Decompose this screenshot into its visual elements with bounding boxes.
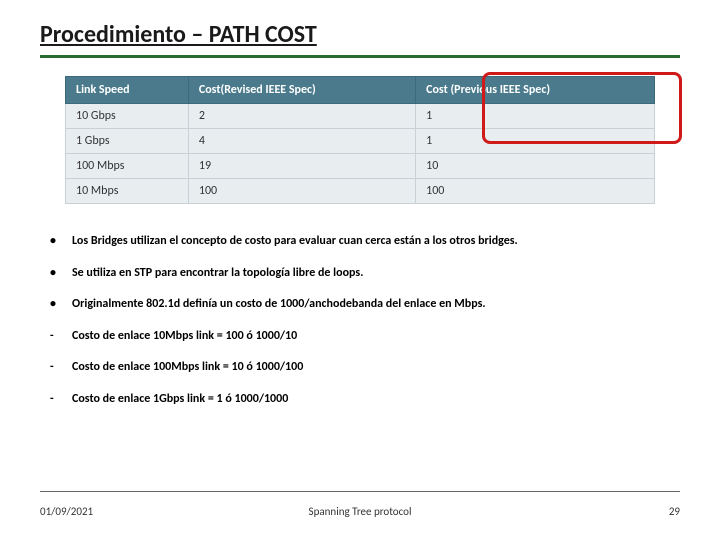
col-header-link-speed: Link Speed (66, 77, 189, 104)
table-row: 100 Mbps 19 10 (66, 154, 655, 179)
list-item: •Se utiliza en STP para encontrar la top… (50, 266, 670, 282)
bullet-text: Costo de enlace 100Mbps link = 10 ó 1000… (72, 360, 303, 376)
cell: 4 (188, 129, 415, 154)
slide-footer: 01/09/2021 Spanning Tree protocol 29 (40, 505, 680, 518)
bullet-text: Costo de enlace 10Mbps link = 100 ó 1000… (72, 329, 297, 345)
list-item: •Originalmente 802.1d definía un costo d… (50, 297, 670, 313)
list-item: •Los Bridges utilizan el concepto de cos… (50, 234, 670, 250)
bullet-marker: • (50, 234, 72, 250)
bullet-text: Costo de enlace 1Gbps link = 1 ó 1000/10… (72, 392, 288, 408)
cell: 100 (188, 179, 415, 204)
list-item: -Costo de enlace 100Mbps link = 10 ó 100… (50, 360, 670, 376)
cell: 10 (416, 154, 655, 179)
bullet-text: Se utiliza en STP para encontrar la topo… (72, 266, 363, 282)
cost-table: Link Speed Cost(Revised IEEE Spec) Cost … (65, 76, 655, 204)
slide-title: Procedimiento – PATH COST (40, 20, 680, 49)
cell: 1 Gbps (66, 129, 189, 154)
dash-marker: - (50, 392, 72, 408)
bullet-marker: • (50, 266, 72, 282)
cost-table-container: Link Speed Cost(Revised IEEE Spec) Cost … (40, 76, 680, 204)
title-underline (40, 55, 680, 58)
table-row: 10 Gbps 2 1 (66, 104, 655, 129)
cell: 100 (416, 179, 655, 204)
cell: 10 Mbps (66, 179, 189, 204)
cell: 1 (416, 129, 655, 154)
cell: 19 (188, 154, 415, 179)
bullet-text: Los Bridges utilizan el concepto de cost… (72, 234, 518, 250)
col-header-revised: Cost(Revised IEEE Spec) (188, 77, 415, 104)
bullet-list: •Los Bridges utilizan el concepto de cos… (40, 234, 680, 408)
cell: 2 (188, 104, 415, 129)
cell: 1 (416, 104, 655, 129)
cell: 100 Mbps (66, 154, 189, 179)
dash-marker: - (50, 360, 72, 376)
footer-title: Spanning Tree protocol (40, 505, 680, 518)
bullet-text: Originalmente 802.1d definía un costo de… (72, 297, 486, 313)
dash-marker: - (50, 329, 72, 345)
table-row: 1 Gbps 4 1 (66, 129, 655, 154)
list-item: -Costo de enlace 10Mbps link = 100 ó 100… (50, 329, 670, 345)
list-item: -Costo de enlace 1Gbps link = 1 ó 1000/1… (50, 392, 670, 408)
cell: 10 Gbps (66, 104, 189, 129)
bullet-marker: • (50, 297, 72, 313)
footer-rule (40, 491, 680, 492)
table-row: 10 Mbps 100 100 (66, 179, 655, 204)
col-header-previous: Cost (Previous IEEE Spec) (416, 77, 655, 104)
